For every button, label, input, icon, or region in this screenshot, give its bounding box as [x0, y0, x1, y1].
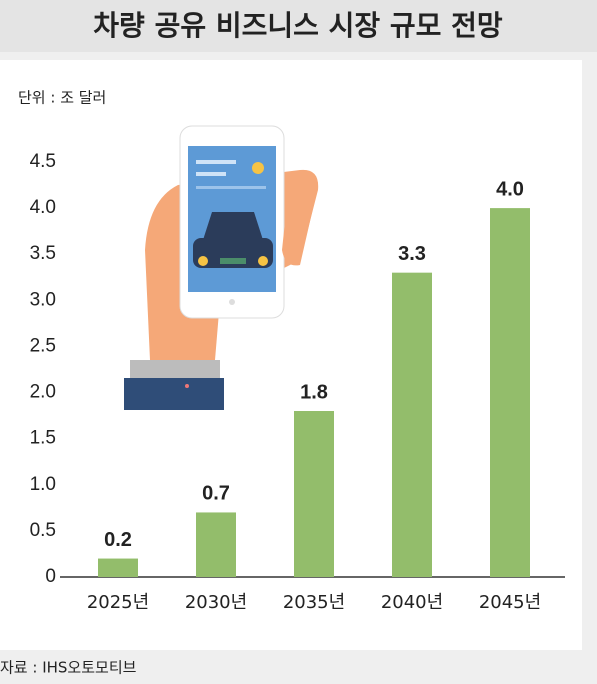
x-tick-label: 2040년 — [381, 592, 443, 613]
bar — [98, 558, 138, 577]
y-tick-label: 4.5 — [30, 151, 56, 172]
bar — [392, 272, 432, 577]
x-tick-label: 2025년 — [87, 592, 149, 613]
illustration — [124, 125, 319, 410]
x-tick-label: 2030년 — [185, 592, 247, 613]
bar — [490, 208, 530, 577]
value-label: 1.8 — [300, 381, 328, 403]
source: 자료 : IHS오토모티브 — [0, 659, 137, 677]
value-label: 4.0 — [496, 178, 524, 200]
unit-label: 단위 : 조 달러 — [18, 89, 106, 107]
bar — [196, 512, 236, 577]
y-tick-label: 3.0 — [30, 289, 56, 310]
value-label: 0.2 — [104, 529, 132, 551]
y-tick-label: 0.5 — [30, 520, 56, 541]
y-tick-label: 1.0 — [30, 474, 56, 495]
value-label: 0.7 — [202, 483, 230, 505]
y-tick-label: 3.5 — [30, 243, 56, 264]
x-tick-label: 2045년 — [479, 592, 541, 613]
bar — [294, 411, 334, 577]
value-label: 3.3 — [398, 243, 426, 265]
y-tick-label: 2.5 — [30, 335, 56, 356]
panel — [0, 60, 582, 650]
y-tick-label: 4.0 — [30, 197, 56, 218]
y-tick-label: 2.0 — [30, 382, 56, 403]
title-band — [0, 0, 597, 52]
chart-title: 차량 공유 비즈니스 시장 규모 전망 — [93, 9, 503, 42]
y-tick-label: 0 — [45, 566, 56, 587]
x-tick-label: 2035년 — [283, 592, 345, 613]
y-tick-label: 1.5 — [30, 428, 56, 449]
